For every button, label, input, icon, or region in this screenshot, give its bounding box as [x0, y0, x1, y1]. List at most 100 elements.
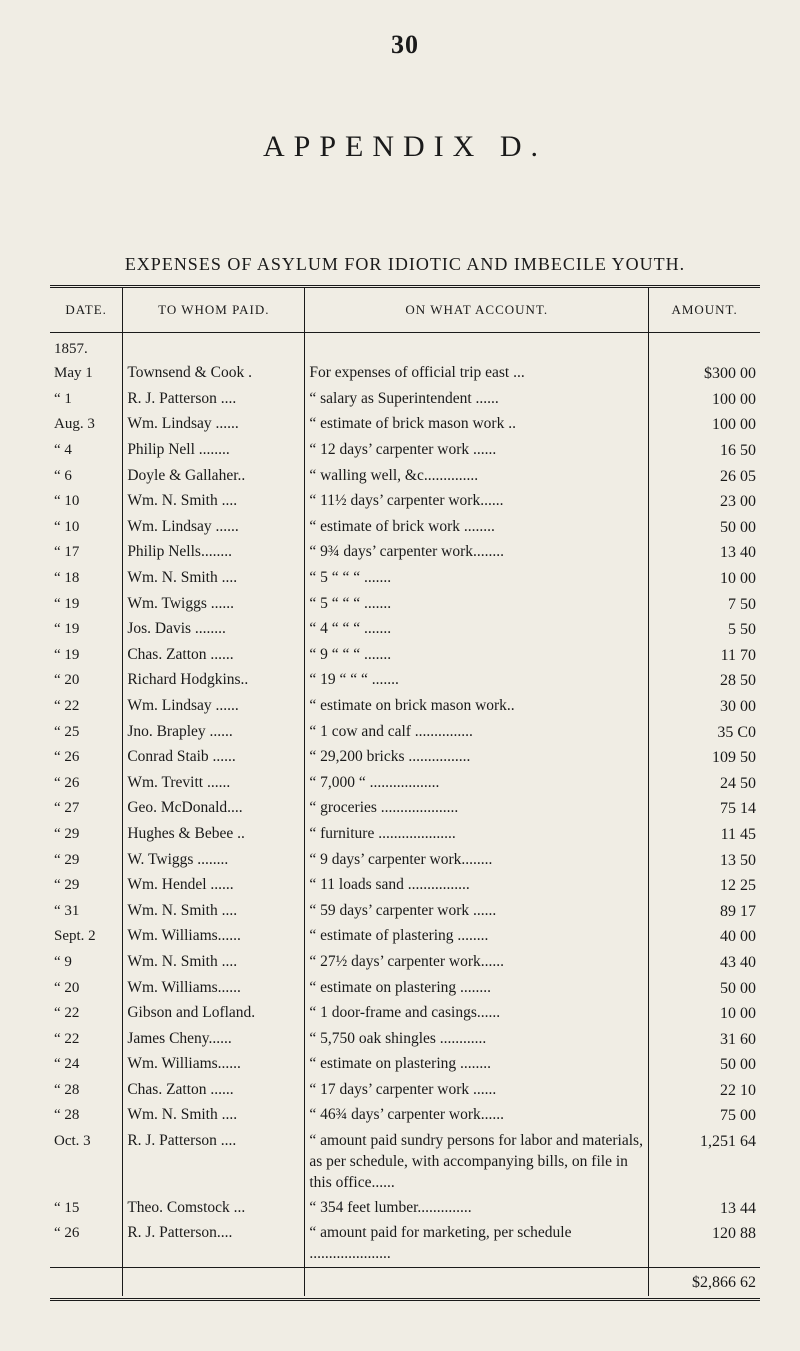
payee-cell: James Cheny...... — [123, 1027, 305, 1053]
year-row: 1857. — [50, 333, 760, 362]
account-cell: “ 29,200 bricks ................ — [305, 745, 649, 771]
expense-ledger-table: DATE. TO WHOM PAID. ON WHAT ACCOUNT. AMO… — [50, 288, 760, 1296]
amount-cell: 50 00 — [649, 976, 760, 1002]
date-cell: Sept. 2 — [50, 924, 123, 950]
date-cell: “ 22 — [50, 1001, 123, 1027]
date-cell: “ 10 — [50, 489, 123, 515]
account-cell: “ furniture .................... — [305, 822, 649, 848]
amount-cell: 75 14 — [649, 796, 760, 822]
date-cell: “ 31 — [50, 899, 123, 925]
amount-cell: $300 00 — [649, 361, 760, 387]
account-cell: “ 4 “ “ “ ....... — [305, 617, 649, 643]
table-row: “ 29Hughes & Bebee ..“ furniture .......… — [50, 822, 760, 848]
payee-cell: Chas. Zatton ...... — [123, 643, 305, 669]
payee-cell: Conrad Staib ...... — [123, 745, 305, 771]
amount-cell: 89 17 — [649, 899, 760, 925]
date-cell: “ 9 — [50, 950, 123, 976]
payee-cell: Wm. Williams...... — [123, 924, 305, 950]
payee-cell: Philip Nells........ — [123, 540, 305, 566]
payee-cell: Theo. Comstock ... — [123, 1196, 305, 1222]
table-row: “ 19Jos. Davis ........“ 4 “ “ “ .......… — [50, 617, 760, 643]
col-header-account: ON WHAT ACCOUNT. — [305, 288, 649, 333]
amount-cell: 11 70 — [649, 643, 760, 669]
account-cell: “ 7,000 “ .................. — [305, 771, 649, 797]
bottom-double-rule — [50, 1298, 760, 1301]
col-header-payee: TO WHOM PAID. — [123, 288, 305, 333]
table-row: “ 29Wm. Hendel ......“ 11 loads sand ...… — [50, 873, 760, 899]
date-cell: “ 26 — [50, 1221, 123, 1267]
amount-cell: 50 00 — [649, 515, 760, 541]
amount-cell: 5 50 — [649, 617, 760, 643]
date-cell: “ 22 — [50, 1027, 123, 1053]
payee-cell: Wm. Trevitt ...... — [123, 771, 305, 797]
date-cell: May 1 — [50, 361, 123, 387]
table-row: “ 1R. J. Patterson ....“ salary as Super… — [50, 387, 760, 413]
amount-cell: 11 45 — [649, 822, 760, 848]
amount-cell: 100 00 — [649, 412, 760, 438]
amount-cell: 50 00 — [649, 1052, 760, 1078]
amount-cell: 13 44 — [649, 1196, 760, 1222]
account-cell: “ groceries .................... — [305, 796, 649, 822]
date-cell: “ 27 — [50, 796, 123, 822]
table-row: “ 19Wm. Twiggs ......“ 5 “ “ “ .......7 … — [50, 592, 760, 618]
amount-cell: 30 00 — [649, 694, 760, 720]
table-row: “ 29W. Twiggs ........“ 9 days’ carpente… — [50, 848, 760, 874]
table-row: Sept. 2Wm. Williams......“ estimate of p… — [50, 924, 760, 950]
date-cell: Oct. 3 — [50, 1129, 123, 1196]
account-cell: “ 5 “ “ “ ....... — [305, 566, 649, 592]
amount-cell: 23 00 — [649, 489, 760, 515]
table-row: “ 27Geo. McDonald....“ groceries .......… — [50, 796, 760, 822]
payee-cell: R. J. Patterson .... — [123, 1129, 305, 1196]
total-amount: $2,866 62 — [649, 1268, 760, 1296]
payee-cell: Wm. Lindsay ...... — [123, 412, 305, 438]
account-cell: “ 5 “ “ “ ....... — [305, 592, 649, 618]
account-cell: “ salary as Superintendent ...... — [305, 387, 649, 413]
table-row: “ 26R. J. Patterson....“ amount paid for… — [50, 1221, 760, 1267]
payee-cell: R. J. Patterson.... — [123, 1221, 305, 1267]
amount-cell: 16 50 — [649, 438, 760, 464]
table-row: “ 25Jno. Brapley ......“ 1 cow and calf … — [50, 720, 760, 746]
table-row: “ 15Theo. Comstock ...“ 354 feet lumber.… — [50, 1196, 760, 1222]
amount-cell: 26 05 — [649, 464, 760, 490]
amount-cell: 109 50 — [649, 745, 760, 771]
date-cell: “ 24 — [50, 1052, 123, 1078]
account-cell: “ 17 days’ carpenter work ...... — [305, 1078, 649, 1104]
date-cell: “ 18 — [50, 566, 123, 592]
account-cell: “ estimate on brick mason work.. — [305, 694, 649, 720]
date-cell: “ 1 — [50, 387, 123, 413]
col-header-amount: AMOUNT. — [649, 288, 760, 333]
account-cell: “ 1 door-frame and casings...... — [305, 1001, 649, 1027]
date-cell: “ 29 — [50, 848, 123, 874]
amount-cell: 28 50 — [649, 668, 760, 694]
table-row: “ 31Wm. N. Smith ....“ 59 days’ carpente… — [50, 899, 760, 925]
date-cell: “ 28 — [50, 1103, 123, 1129]
date-cell: “ 26 — [50, 771, 123, 797]
date-cell: “ 4 — [50, 438, 123, 464]
account-cell: “ 11½ days’ carpenter work...... — [305, 489, 649, 515]
payee-cell: Philip Nell ........ — [123, 438, 305, 464]
amount-cell: 7 50 — [649, 592, 760, 618]
account-cell: “ 1 cow and calf ............... — [305, 720, 649, 746]
table-row: “ 26Conrad Staib ......“ 29,200 bricks .… — [50, 745, 760, 771]
table-row: “ 9Wm. N. Smith ....“ 27½ days’ carpente… — [50, 950, 760, 976]
date-cell: “ 17 — [50, 540, 123, 566]
account-cell: “ 12 days’ carpenter work ...... — [305, 438, 649, 464]
table-row: “ 19Chas. Zatton ......“ 9 “ “ “ .......… — [50, 643, 760, 669]
date-cell: “ 10 — [50, 515, 123, 541]
table-row: “ 26Wm. Trevitt ......“ 7,000 “ ........… — [50, 771, 760, 797]
account-cell: “ estimate on plastering ........ — [305, 1052, 649, 1078]
amount-cell: 100 00 — [649, 387, 760, 413]
date-cell: “ 28 — [50, 1078, 123, 1104]
amount-cell: 75 00 — [649, 1103, 760, 1129]
payee-cell: Hughes & Bebee .. — [123, 822, 305, 848]
date-cell: “ 19 — [50, 643, 123, 669]
table-row: “ 28Chas. Zatton ......“ 17 days’ carpen… — [50, 1078, 760, 1104]
year-label: 1857. — [50, 333, 123, 362]
account-cell: “ 27½ days’ carpenter work...... — [305, 950, 649, 976]
payee-cell: Chas. Zatton ...... — [123, 1078, 305, 1104]
table-row: “ 10Wm. N. Smith ....“ 11½ days’ carpent… — [50, 489, 760, 515]
amount-cell: 1,251 64 — [649, 1129, 760, 1196]
payee-cell: Richard Hodgkins.. — [123, 668, 305, 694]
payee-cell: Jos. Davis ........ — [123, 617, 305, 643]
date-cell: “ 22 — [50, 694, 123, 720]
